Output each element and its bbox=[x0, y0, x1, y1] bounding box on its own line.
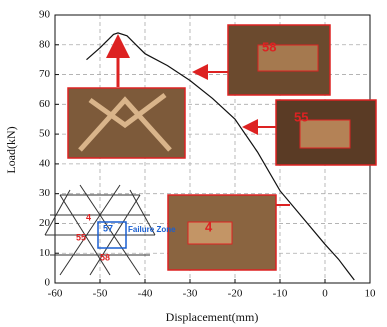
x-tick-label: -50 bbox=[93, 288, 108, 300]
annotation: 58 bbox=[100, 252, 110, 262]
annotation: 57 bbox=[103, 223, 113, 233]
x-tick-label: -30 bbox=[183, 288, 198, 300]
y-tick-label: 50 bbox=[39, 128, 51, 140]
x-tick-label: 10 bbox=[365, 288, 377, 300]
y-axis-label: Load(kN) bbox=[4, 126, 18, 173]
y-tick-label: 90 bbox=[39, 9, 51, 21]
annotation: 58 bbox=[262, 39, 276, 54]
y-tick-label: 10 bbox=[39, 247, 51, 259]
x-tick-label: -40 bbox=[138, 288, 153, 300]
chart: 0102030405060708090-60-50-40-30-20-10010… bbox=[0, 0, 387, 327]
y-tick-label: 30 bbox=[39, 187, 51, 199]
annotation: Failure Zone bbox=[128, 225, 176, 234]
x-tick-label: 0 bbox=[322, 288, 328, 300]
x-tick-label: -60 bbox=[48, 288, 63, 300]
y-tick-label: 70 bbox=[39, 68, 51, 80]
annotation: 55 bbox=[76, 232, 86, 242]
y-tick-label: 80 bbox=[39, 38, 51, 50]
y-tick-label: 60 bbox=[39, 98, 51, 110]
photo-insets bbox=[68, 25, 376, 270]
y-tick-label: 40 bbox=[39, 157, 51, 169]
annotation: 55 bbox=[294, 109, 308, 124]
x-tick-label: -10 bbox=[273, 288, 288, 300]
x-axis-label: Displacement(mm) bbox=[166, 310, 259, 324]
annotation: 4 bbox=[86, 212, 91, 222]
annotation: 4 bbox=[205, 219, 213, 234]
x-tick-label: -20 bbox=[228, 288, 243, 300]
